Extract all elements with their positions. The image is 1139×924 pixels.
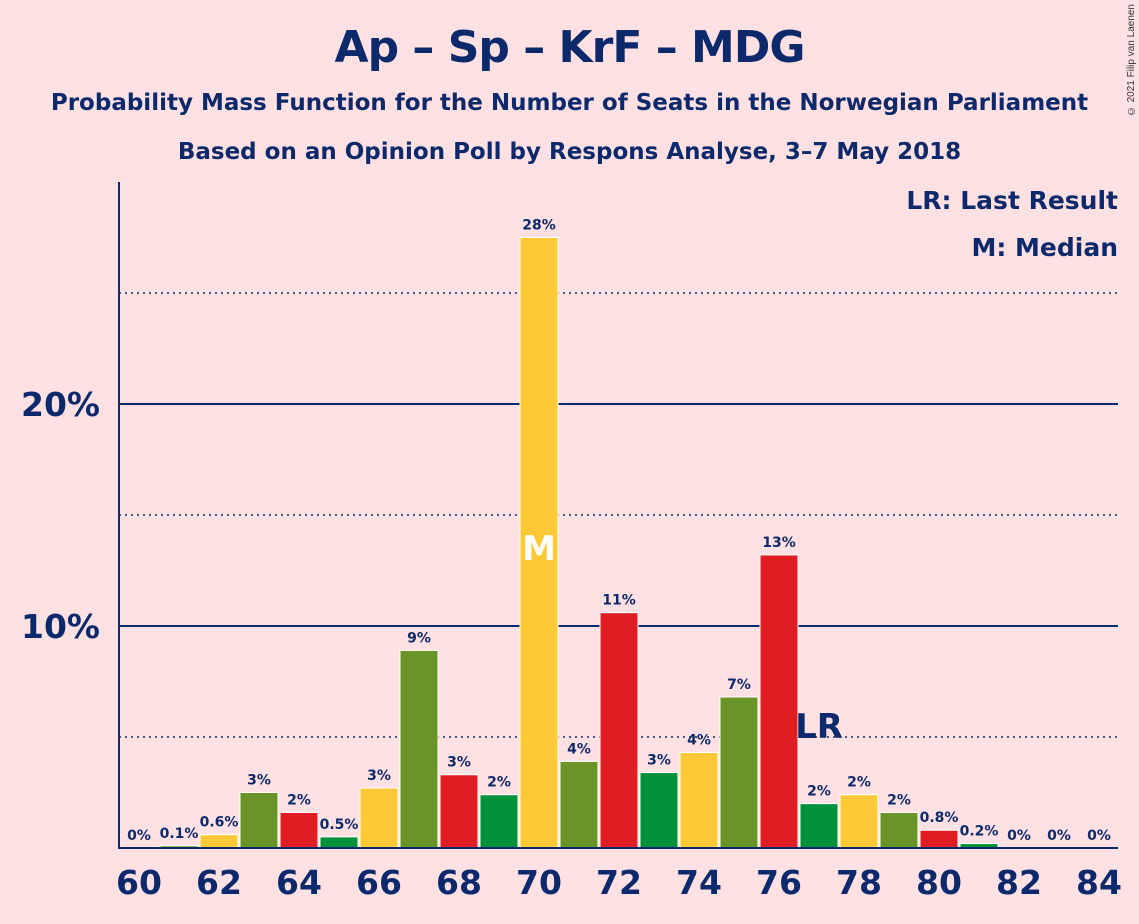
median-marker: M xyxy=(522,529,556,569)
data-label-67: 9% xyxy=(407,630,431,646)
data-label-70: 28% xyxy=(522,218,556,234)
bar-69 xyxy=(479,794,519,849)
y-tick-label: 10% xyxy=(21,607,100,646)
x-tick-label: 64 xyxy=(276,863,322,902)
x-tick-label: 76 xyxy=(756,863,802,902)
data-label-66: 3% xyxy=(367,768,391,784)
data-label-76: 13% xyxy=(762,535,796,551)
bar-78 xyxy=(839,794,879,849)
chart-title: Ap – Sp – KrF – MDG xyxy=(334,22,806,73)
data-label-74: 4% xyxy=(687,733,711,749)
data-label-77: 2% xyxy=(807,784,831,800)
x-tick-label: 68 xyxy=(436,863,482,902)
bar-65 xyxy=(319,836,359,849)
data-label-78: 2% xyxy=(847,775,871,791)
data-label-65: 0.5% xyxy=(320,817,359,833)
x-tick-label: 84 xyxy=(1076,863,1122,902)
x-tick-label: 78 xyxy=(836,863,882,902)
bar-71 xyxy=(559,760,599,849)
bar-66 xyxy=(359,787,399,849)
bars xyxy=(159,237,999,849)
data-label-72: 11% xyxy=(602,593,636,609)
data-labels: 0% 0.1%0.6% 3% 2% 0.5% 3% 9% 3% 2% 28% 4% 11% 3% 4% 7%… xyxy=(127,218,1111,845)
data-label-80: 0.8% xyxy=(920,810,959,826)
data-label-64: 2% xyxy=(287,792,311,808)
last-result-marker: LR xyxy=(795,707,843,747)
data-label-79: 2% xyxy=(887,792,911,808)
x-tick-label: 66 xyxy=(356,863,402,902)
axes: 10% 20% 60 62 64 66 68 70 72 74 76 78 80 82 84 xyxy=(21,182,1122,902)
x-tick-label: 80 xyxy=(916,863,962,902)
data-label-71: 4% xyxy=(567,741,591,757)
bar-76 xyxy=(759,554,799,849)
bar-63 xyxy=(239,792,279,849)
x-tick-label: 60 xyxy=(116,863,162,902)
bar-73 xyxy=(639,772,679,849)
data-label-69: 2% xyxy=(487,775,511,791)
bar-74 xyxy=(679,752,719,849)
x-tick-label: 82 xyxy=(996,863,1042,902)
bar-70 xyxy=(519,237,559,849)
data-label-68: 3% xyxy=(447,755,471,771)
chart-subtitle-poll: Based on an Opinion Poll by Respons Anal… xyxy=(177,139,962,165)
x-tick-label: 72 xyxy=(596,863,642,902)
bar-79 xyxy=(879,811,919,849)
data-label-84: 0% xyxy=(1087,828,1111,844)
x-tick-label: 74 xyxy=(676,863,722,902)
chart-subtitle: Probability Mass Function for the Number… xyxy=(50,90,1089,116)
x-tick-label: 70 xyxy=(516,863,562,902)
legend-median: M: Median xyxy=(971,233,1118,262)
x-tick-label: 62 xyxy=(196,863,242,902)
data-label-82: 0% xyxy=(1007,828,1031,844)
legend-last-result: LR: Last Result xyxy=(906,186,1118,215)
data-label-83: 0% xyxy=(1047,828,1071,844)
bar-62 xyxy=(199,834,239,849)
bar-75 xyxy=(719,696,759,849)
bar-64 xyxy=(279,811,319,849)
data-label-75: 7% xyxy=(727,677,751,693)
bar-68 xyxy=(439,774,479,849)
data-label-63: 3% xyxy=(247,773,271,789)
data-label-61: 0.1% xyxy=(160,826,199,842)
data-label-60: 0% xyxy=(127,828,151,844)
bar-77 xyxy=(799,803,839,849)
bar-72 xyxy=(599,612,639,849)
data-label-62: 0.6% xyxy=(200,815,239,831)
markers: M LR xyxy=(522,529,843,747)
data-label-73: 3% xyxy=(647,753,671,769)
data-label-81: 0.2% xyxy=(960,824,999,840)
bar-67 xyxy=(399,649,439,849)
y-tick-label: 20% xyxy=(21,385,100,424)
bar-80 xyxy=(919,829,959,849)
